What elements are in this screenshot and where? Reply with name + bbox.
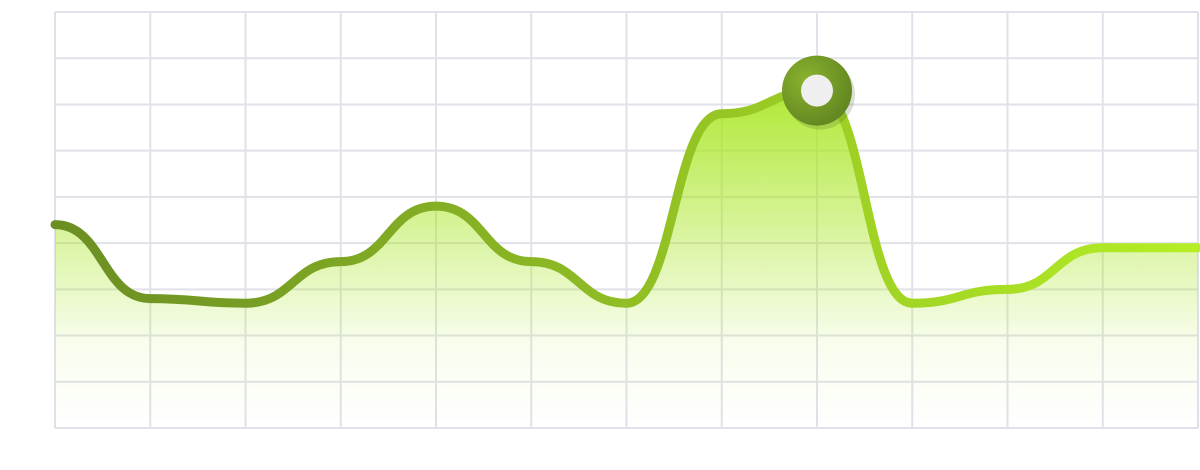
series-line — [50, 86, 1200, 308]
highlight-marker — [782, 55, 855, 130]
area-fill — [55, 90, 1198, 429]
marker-center — [801, 74, 833, 107]
